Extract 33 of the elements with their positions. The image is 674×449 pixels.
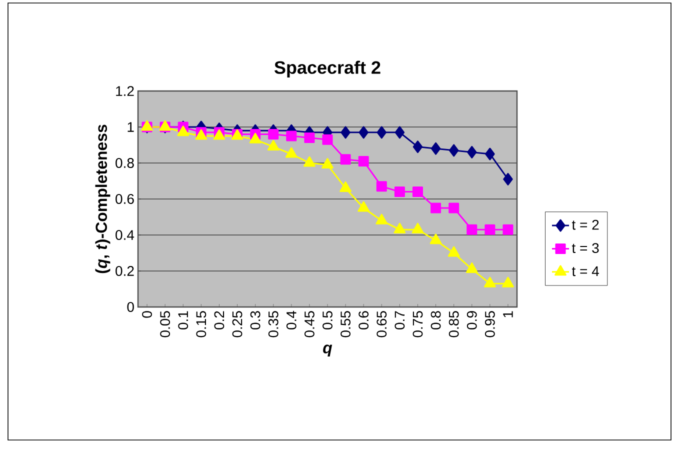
x-tick-label: 0.2	[214, 311, 224, 330]
x-tick-label: 0.05	[160, 311, 170, 338]
x-tick-label: 1	[503, 311, 513, 318]
y-tick-label: 0.2	[116, 266, 134, 276]
x-tick-label: 0.15	[196, 311, 206, 338]
x-tick-label: 0.85	[448, 311, 459, 338]
y-axis-title: (q, t)-Completeness	[95, 124, 110, 274]
y-tick-label: 1	[128, 122, 134, 132]
legend-label: t = 2	[572, 220, 599, 230]
x-tick-label: 0	[142, 311, 152, 318]
x-axis-title: q	[323, 344, 332, 357]
y-tick-label: 0.6	[116, 194, 134, 204]
x-tick-label: 0.45	[304, 311, 314, 338]
x-tick-label: 0.9	[466, 311, 477, 330]
x-tick-label: 0.3	[250, 311, 260, 330]
x-tick-label: 0.8	[430, 311, 441, 330]
x-tick-label: 0.25	[232, 311, 242, 338]
legend-label: t = 3	[572, 243, 599, 254]
x-tick-label: 0.7	[394, 311, 405, 330]
x-tick-label: 0.35	[268, 311, 278, 338]
x-tick-label: 0.1	[178, 311, 188, 330]
x-tick-label: 0.65	[376, 311, 387, 338]
x-tick-label: 0.5	[322, 311, 332, 330]
x-tick-label: 0.75	[412, 311, 423, 338]
x-tick-label: 0.55	[340, 311, 351, 338]
y-tick-label: 1.2	[116, 86, 134, 96]
x-tick-label: 0.6	[358, 311, 369, 330]
legend-label: t = 4	[572, 266, 599, 276]
x-tick-label: 0.4	[286, 310, 296, 330]
chart-title: Spacecraft 2	[274, 60, 380, 78]
y-tick-label: 0.4	[116, 230, 134, 240]
x-tick-label: 0.95	[484, 311, 495, 338]
y-tick-label: 0.8	[116, 158, 134, 168]
